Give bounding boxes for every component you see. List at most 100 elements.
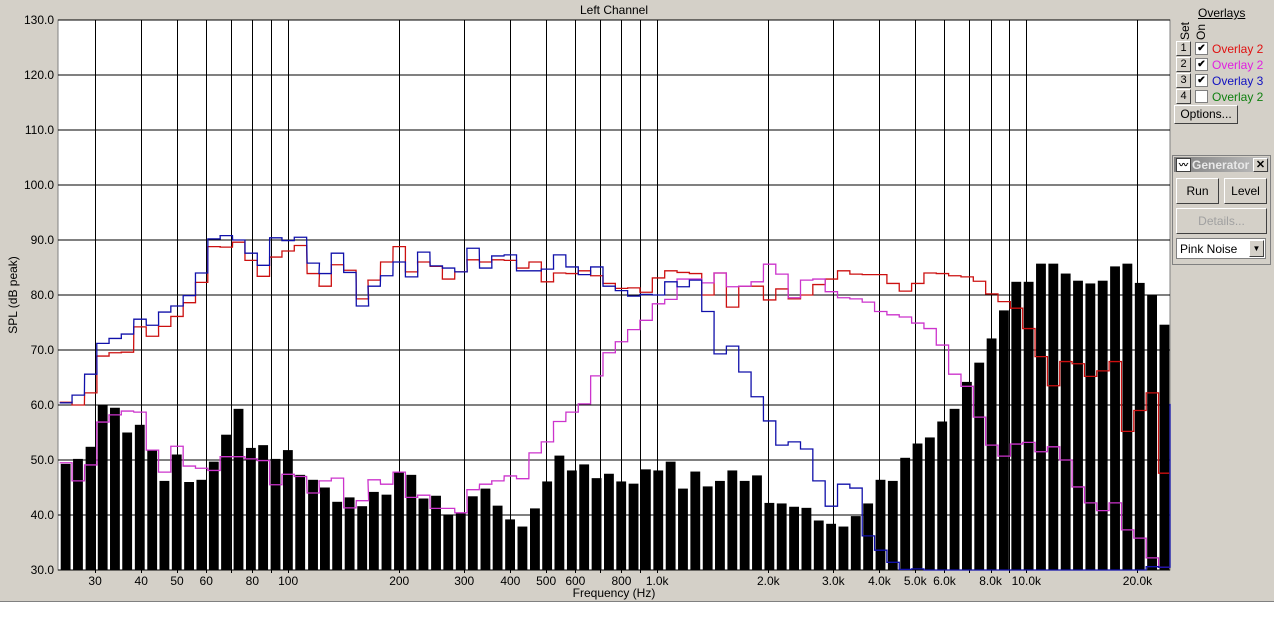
- x-tick-label: 8.0k: [979, 574, 1003, 588]
- spectrum-bar: [270, 458, 281, 570]
- spectrum-bar: [147, 450, 158, 570]
- overlay-label: Overlay 2: [1212, 89, 1264, 104]
- x-tick-label: 80: [246, 574, 260, 588]
- spectrum-bar: [368, 491, 379, 570]
- spectrum-bar: [184, 482, 195, 570]
- spectrum-bar: [282, 450, 293, 570]
- overlay-set-button[interactable]: 4: [1176, 89, 1191, 104]
- signal-select-value: Pink Noise: [1180, 242, 1238, 256]
- spectrum-bar: [97, 405, 108, 570]
- overlay-row: 4 Overlay 2: [1176, 89, 1263, 104]
- x-tick-label: 500: [536, 574, 556, 588]
- x-tick-label: 400: [500, 574, 520, 588]
- x-tick-label: 4.0k: [868, 574, 892, 588]
- spectrum-bar: [900, 457, 911, 570]
- spectrum-bar: [110, 407, 120, 570]
- y-tick-label: 70.0: [31, 343, 55, 357]
- x-axis-label: Frequency (Hz): [573, 586, 656, 600]
- x-tick-label: 2.0k: [757, 574, 781, 588]
- x-tick-label: 5.0k: [904, 574, 928, 588]
- spectrum-bar: [961, 381, 972, 570]
- spectrum-bar: [1060, 273, 1071, 570]
- spectrum-bar: [1122, 263, 1133, 570]
- generator-titlebar[interactable]: 〰 Generator ✕: [1174, 157, 1269, 172]
- spectrum-bar: [850, 516, 861, 570]
- generator-window: 〰 Generator ✕ Run Level Details... Pink …: [1172, 155, 1271, 265]
- spectrum-bar: [974, 362, 985, 570]
- signal-select[interactable]: Pink Noise ▼: [1176, 238, 1266, 259]
- y-tick-label: 50.0: [31, 453, 55, 467]
- overlay-set-button[interactable]: 1: [1176, 41, 1191, 56]
- spectrum-bar: [1073, 280, 1083, 570]
- spectrum-bar: [616, 481, 627, 570]
- y-axis-label: SPL (dB peak): [6, 256, 20, 334]
- generator-title: Generator: [1192, 158, 1250, 172]
- chevron-down-icon[interactable]: ▼: [1249, 240, 1264, 257]
- y-tick-label: 100.0: [24, 178, 54, 192]
- spectrum-bar: [863, 503, 874, 570]
- spectrum-bar: [986, 338, 997, 570]
- x-tick-label: 1.0k: [646, 574, 670, 588]
- spectrum-bar: [1110, 266, 1120, 570]
- spectrum-bar: [838, 526, 849, 570]
- spectrum-bar: [1023, 281, 1034, 570]
- analyzer-window: Left Channel Frequency (Hz) SPL (dB peak) 3…: [0, 0, 1274, 602]
- x-tick-label: 60: [200, 574, 214, 588]
- overlay-row: 3 ✔ Overlay 3: [1176, 73, 1263, 88]
- x-tick-label: 800: [611, 574, 631, 588]
- overlay-checkbox[interactable]: ✔: [1195, 58, 1208, 71]
- spectrum-bar: [739, 480, 750, 570]
- spectrum-bar: [134, 424, 145, 570]
- spectrum-bar: [789, 506, 800, 570]
- spectrum-bar: [171, 454, 182, 570]
- overlay-set-button[interactable]: 2: [1176, 57, 1191, 72]
- spectrum-bar: [640, 469, 651, 570]
- spectrum-bar: [295, 474, 306, 570]
- spectrum-bar: [431, 495, 441, 570]
- x-tick-label: 100: [278, 574, 298, 588]
- spectrum-bar: [221, 434, 231, 570]
- close-icon[interactable]: ✕: [1253, 158, 1268, 172]
- spectrum-bar: [826, 523, 837, 570]
- y-tick-label: 40.0: [31, 508, 55, 522]
- overlay-checkbox[interactable]: [1195, 90, 1208, 103]
- spectrum-bar: [208, 461, 219, 570]
- spectrum-bar: [591, 478, 602, 570]
- spectrum-bar: [233, 408, 244, 570]
- spectrum-bar: [554, 455, 565, 570]
- overlay-label: Overlay 2: [1212, 57, 1264, 72]
- overlay-set-button[interactable]: 3: [1176, 73, 1191, 88]
- y-tick-label: 30.0: [31, 563, 55, 577]
- level-button[interactable]: Level: [1224, 178, 1267, 204]
- spectrum-bar: [702, 486, 713, 570]
- spectrum-bar: [887, 480, 898, 570]
- overlay-line-2: [59, 263, 1170, 568]
- spectrum-bar: [308, 479, 318, 570]
- spectrum-bar: [801, 507, 812, 570]
- spectrum-bar: [332, 501, 343, 570]
- spectrum-bar: [517, 526, 528, 570]
- x-tick-label: 600: [565, 574, 585, 588]
- spectrum-bar: [912, 443, 923, 570]
- spectrum-bar: [579, 464, 590, 570]
- overlay-row: 1 ✔ Overlay 2: [1176, 41, 1263, 56]
- spectrum-bar: [1036, 263, 1046, 570]
- spectrum-bar: [949, 408, 960, 570]
- overlay-checkbox[interactable]: ✔: [1195, 42, 1208, 55]
- spectrum-bar: [381, 494, 392, 570]
- details-button[interactable]: Details...: [1176, 208, 1267, 234]
- x-tick-label: 30: [88, 574, 102, 588]
- spectrum-bar: [480, 488, 491, 570]
- spectrum-bar: [690, 471, 701, 570]
- x-tick-label: 3.0k: [822, 574, 846, 588]
- y-tick-label: 80.0: [31, 288, 55, 302]
- run-button[interactable]: Run: [1176, 178, 1219, 204]
- spectrum-bar: [60, 463, 71, 570]
- spectrum-bar: [159, 480, 170, 570]
- x-tick-label: 6.0k: [933, 574, 957, 588]
- overlays-title: Overlays: [1198, 6, 1246, 20]
- spectrum-bar: [467, 496, 478, 570]
- set-column-label: Set: [1178, 21, 1192, 40]
- overlay-checkbox[interactable]: ✔: [1195, 74, 1208, 87]
- options-button[interactable]: Options...: [1174, 105, 1238, 124]
